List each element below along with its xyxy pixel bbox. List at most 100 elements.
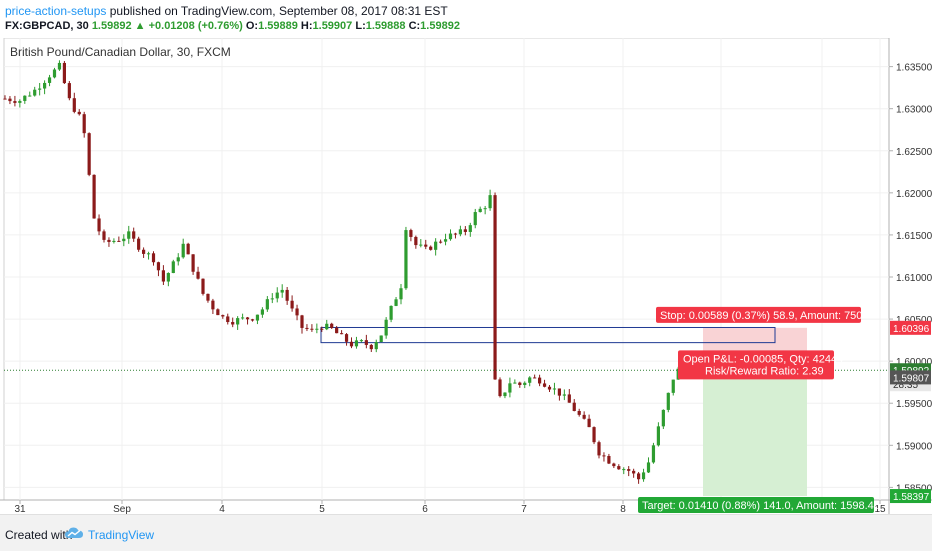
candle-body: [542, 383, 547, 387]
candle-body: [424, 244, 428, 247]
candle-body: [161, 270, 165, 282]
candle-body: [181, 243, 185, 258]
candle-body: [513, 382, 517, 384]
price-chart[interactable]: 1.63500 1.63000 1.62500 1.62000 1.61500 1.610…: [0, 37, 932, 515]
candle-body: [582, 414, 586, 419]
candle-body: [409, 230, 413, 237]
y-tick-label: 1.62000: [896, 189, 932, 200]
chart-area[interactable]: 1.63500 1.63000 1.62500 1.62000 1.61500 1.610…: [0, 37, 932, 515]
candle-body: [533, 377, 537, 379]
candle-body: [245, 317, 250, 320]
y-tick-label: 1.62500: [896, 147, 932, 158]
candle-body: [156, 262, 161, 271]
stop-price-marker-box: [890, 320, 931, 335]
chart-title: British Pound/Canadian Dollar, 30, FXCM: [10, 45, 231, 59]
candle-body: [552, 388, 557, 390]
candle-body: [389, 305, 393, 320]
candle-body: [627, 469, 631, 471]
open-value: 1.59889: [258, 20, 298, 32]
candle-body: [384, 319, 388, 336]
candle-body: [142, 249, 146, 254]
candle-body: [241, 317, 245, 319]
candle-body: [82, 114, 86, 134]
candle-body: [632, 470, 636, 474]
x-tick-label: 15: [874, 504, 886, 514]
candle-body: [52, 69, 57, 78]
candle-body: [468, 225, 472, 232]
candle-body: [38, 88, 42, 90]
candle-body: [77, 111, 81, 115]
candle-body: [47, 77, 52, 83]
symbol-name: FX:GBPCAD, 30: [5, 20, 89, 32]
candle-body: [8, 98, 12, 102]
candle-body: [646, 462, 651, 473]
candle-body: [186, 243, 190, 255]
entry-price-marker-box: [890, 370, 931, 385]
candle-body: [344, 334, 349, 342]
candle-body: [394, 299, 398, 306]
tradingview-brand[interactable]: TradingView: [88, 528, 155, 542]
close-value: 1.59892: [420, 20, 460, 32]
candle-body: [221, 315, 225, 317]
candle-body: [439, 241, 443, 243]
candle-body: [453, 233, 458, 235]
candle-body: [216, 309, 220, 316]
candle-body: [28, 95, 32, 97]
stop-label-box: [656, 306, 861, 323]
close-label: C:: [408, 20, 421, 32]
candle-body: [473, 212, 477, 226]
candle-body: [62, 62, 66, 84]
candle-body: [166, 273, 170, 282]
y-tick-label: 1.59000: [896, 441, 932, 452]
candle-body: [364, 340, 368, 345]
candle-body: [661, 409, 665, 427]
open-label: O:: [245, 20, 259, 32]
candle-body: [97, 218, 101, 232]
candle-body: [518, 382, 522, 385]
candle-body: [597, 442, 601, 456]
candle-body: [607, 455, 611, 464]
stop-price-marker-text: 1.60396: [893, 324, 930, 335]
candle-body: [419, 244, 423, 246]
candle-body: [617, 466, 621, 470]
candle-body: [265, 299, 269, 310]
candle-body: [151, 253, 156, 263]
target-label-box: [638, 497, 874, 514]
candle-body: [622, 469, 626, 471]
candle-body: [458, 229, 462, 235]
stop-label-text: Stop: 0.00589 (0.37%) 58.9, Amount: 750: [660, 310, 862, 322]
target-zone: [703, 377, 807, 497]
candle-body: [429, 246, 433, 250]
candle-body: [285, 289, 289, 301]
candle-body: [503, 392, 507, 397]
candle-body: [315, 328, 319, 330]
up-arrow-icon: ▲: [134, 20, 146, 32]
candle-body: [305, 327, 309, 329]
candle-body: [206, 293, 210, 301]
candle-body: [3, 98, 7, 100]
candle-body: [87, 133, 91, 175]
candle-body: [414, 236, 418, 246]
candle-body: [602, 455, 606, 457]
candle-body: [275, 292, 279, 299]
candle-body: [13, 101, 17, 103]
candle-body: [211, 300, 215, 310]
symbol-line: FX:GBPCAD, 30 1.59892 ▲ +0.01208 (+0.76%…: [5, 20, 460, 32]
y-tick-label: 1.63000: [896, 105, 932, 116]
candle-body: [67, 83, 71, 99]
candle-body: [374, 341, 378, 350]
candle-body: [354, 340, 359, 347]
candle-body: [176, 257, 180, 262]
candle-body: [483, 208, 487, 210]
candle-body: [572, 402, 576, 411]
y-tick-label: 1.61500: [896, 231, 932, 242]
candle-body: [107, 239, 111, 242]
candle-body: [340, 333, 344, 335]
author-link[interactable]: price-action-setups: [5, 4, 107, 18]
publish-info: published on TradingView.com, September …: [109, 4, 448, 18]
publish-line: price-action-setups published on Trading…: [5, 4, 448, 18]
pnl-label-box: [678, 350, 834, 380]
x-tick-label: 8: [620, 504, 626, 514]
candle-body: [592, 427, 596, 443]
low-value: 1.59888: [365, 20, 406, 32]
